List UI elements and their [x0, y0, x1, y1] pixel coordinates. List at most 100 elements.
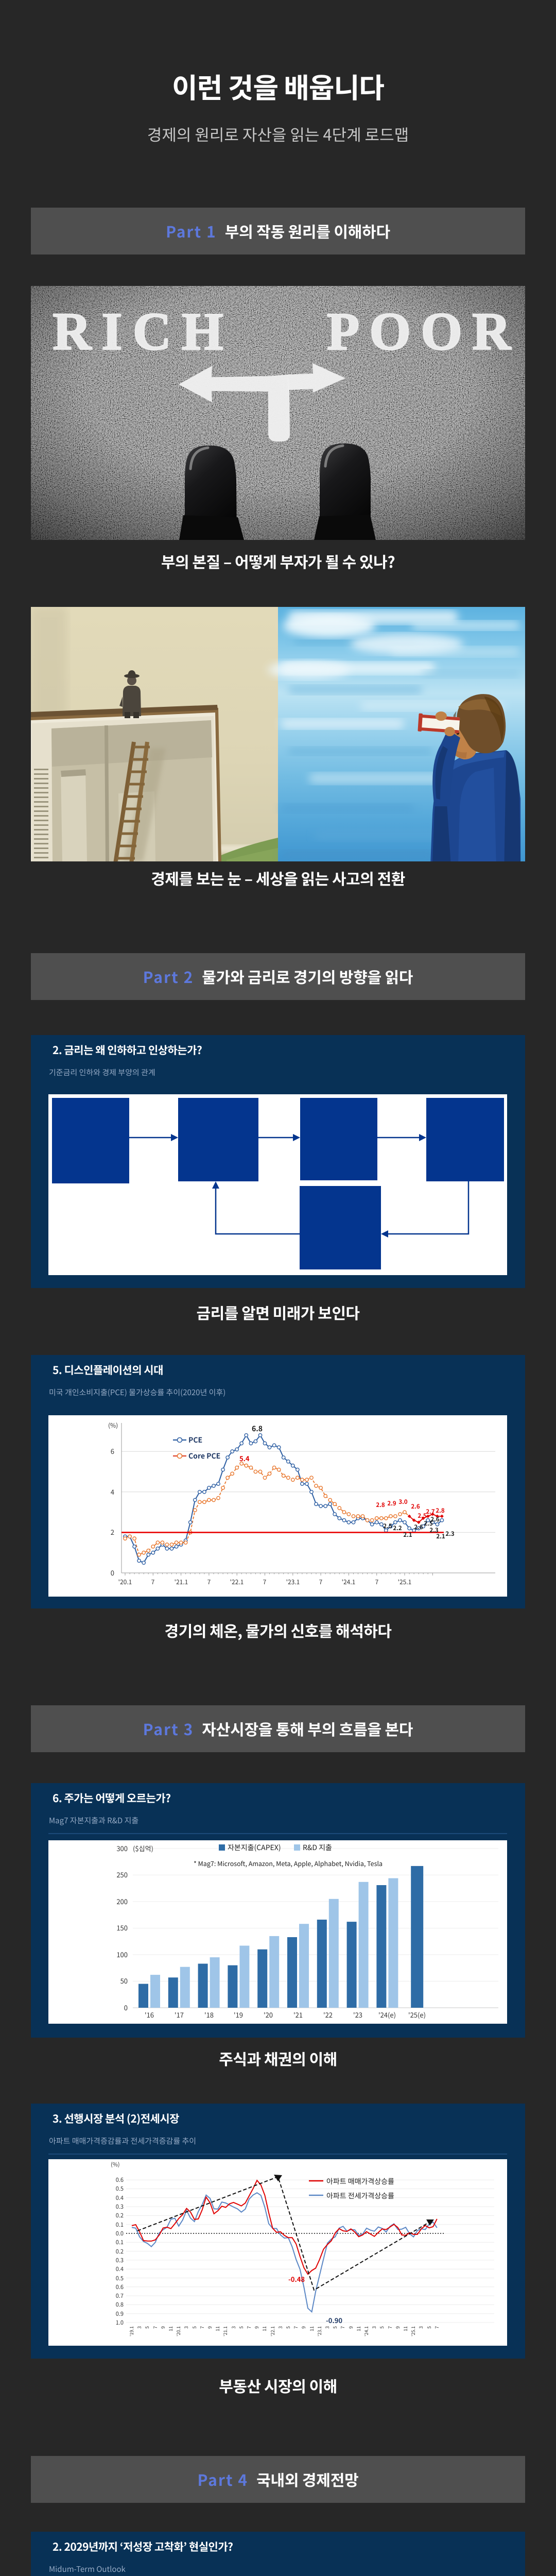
svg-text:0.3: 0.3 [116, 2202, 124, 2211]
svg-text:0.5: 0.5 [116, 2184, 124, 2193]
svg-text:5: 5 [285, 2326, 291, 2329]
svg-text:0.6: 0.6 [116, 2176, 124, 2184]
svg-text:'18: '18 [204, 2010, 214, 2020]
svg-text:5: 5 [191, 2326, 198, 2329]
svg-text:0: 0 [111, 1568, 114, 1578]
svg-text:'20.1: '20.1 [175, 2326, 182, 2336]
svg-text:2.6: 2.6 [414, 1523, 423, 1531]
svg-text:'21.1: '21.1 [222, 2326, 229, 2336]
svg-text:3: 3 [324, 2326, 331, 2329]
svg-text:0.2: 0.2 [116, 2247, 124, 2256]
svg-text:'24.1: '24.1 [363, 2326, 370, 2336]
svg-text:0.7: 0.7 [116, 2292, 124, 2300]
svg-text:0.4: 0.4 [116, 2265, 124, 2273]
svg-text:Core PCE: Core PCE [188, 1451, 220, 1461]
svg-text:9: 9 [348, 2326, 354, 2329]
svg-text:(%): (%) [111, 2160, 120, 2168]
svg-text:-0.90: -0.90 [326, 2315, 342, 2325]
svg-text:0.0: 0.0 [116, 2229, 124, 2238]
svg-text:11: 11 [167, 2326, 174, 2331]
svg-text:50: 50 [120, 1976, 128, 1986]
svg-text:11: 11 [308, 2326, 315, 2331]
svg-text:2.3: 2.3 [445, 1530, 455, 1538]
svg-text:3: 3 [230, 2326, 237, 2329]
svg-text:2.5: 2.5 [418, 1512, 427, 1520]
svg-text:'20.1: '20.1 [118, 1578, 132, 1586]
svg-text:0.8: 0.8 [116, 2300, 124, 2309]
svg-text:6: 6 [111, 1446, 114, 1456]
svg-text:2.1: 2.1 [403, 1531, 412, 1539]
svg-text:'16: '16 [145, 2010, 154, 2020]
svg-text:200: 200 [116, 1896, 128, 1906]
svg-text:9: 9 [253, 2326, 260, 2329]
svg-text:0.1: 0.1 [116, 2238, 124, 2246]
svg-text:2.7: 2.7 [426, 1507, 435, 1516]
svg-text:2.6: 2.6 [430, 1515, 440, 1523]
svg-text:'25.1: '25.1 [410, 2326, 416, 2336]
svg-text:-0.48: -0.48 [288, 2274, 305, 2284]
svg-text:2.2: 2.2 [393, 1524, 402, 1532]
svg-text:5: 5 [144, 2326, 150, 2329]
svg-text:11: 11 [402, 2326, 409, 2331]
svg-text:1.0: 1.0 [116, 2318, 124, 2327]
svg-text:11: 11 [214, 2326, 221, 2331]
svg-text:7: 7 [292, 2326, 299, 2329]
svg-text:3: 3 [371, 2326, 377, 2329]
svg-text:* Mag7: Microsoft, Amazon, Met: * Mag7: Microsoft, Amazon, Meta, Apple, … [194, 1858, 383, 1868]
svg-text:'21: '21 [293, 2010, 303, 2020]
svg-text:'24(e): '24(e) [378, 2010, 396, 2020]
svg-text:2.9: 2.9 [387, 1499, 396, 1507]
svg-text:아파트 매매가격상승률: 아파트 매매가격상승률 [326, 2176, 394, 2187]
svg-text:5: 5 [378, 2326, 385, 2329]
svg-text:'25(e): '25(e) [408, 2010, 426, 2020]
svg-text:3.0: 3.0 [398, 1498, 408, 1506]
svg-text:0.2: 0.2 [116, 2211, 124, 2219]
svg-text:7: 7 [375, 1578, 379, 1586]
svg-text:100: 100 [116, 1950, 128, 1959]
svg-text:R&D 지출: R&D 지출 [303, 1842, 332, 1853]
svg-text:아파트 전세가격상승률: 아파트 전세가격상승률 [326, 2191, 394, 2201]
svg-text:0.1: 0.1 [116, 2221, 124, 2229]
svg-text:자본지출(CAPEX): 자본지출(CAPEX) [228, 1842, 281, 1853]
svg-text:300: 300 [116, 1843, 128, 1853]
svg-text:9: 9 [300, 2326, 307, 2329]
svg-text:7: 7 [263, 1578, 267, 1586]
svg-text:7: 7 [207, 1578, 211, 1586]
svg-text:'17: '17 [175, 2010, 184, 2020]
svg-text:11: 11 [355, 2326, 362, 2331]
svg-text:7: 7 [319, 1578, 323, 1586]
svg-text:7: 7 [339, 2326, 346, 2329]
svg-text:9: 9 [394, 2326, 401, 2329]
svg-text:'19: '19 [234, 2010, 243, 2020]
svg-text:150: 150 [116, 1923, 128, 1933]
svg-text:'23: '23 [353, 2010, 362, 2020]
svg-text:7: 7 [387, 2326, 393, 2329]
svg-text:POOR: POOR [327, 302, 520, 361]
svg-text:3: 3 [183, 2326, 189, 2329]
svg-text:7: 7 [433, 2326, 440, 2329]
svg-text:3: 3 [277, 2326, 284, 2329]
svg-text:5: 5 [332, 2326, 338, 2329]
svg-text:5.4: 5.4 [239, 1453, 250, 1463]
svg-text:2.6: 2.6 [411, 1502, 420, 1511]
svg-text:4: 4 [111, 1487, 114, 1497]
svg-text:7: 7 [199, 2326, 205, 2329]
svg-text:'25.1: '25.1 [398, 1578, 412, 1586]
svg-text:PCE: PCE [188, 1435, 202, 1445]
svg-text:2: 2 [111, 1527, 114, 1537]
svg-text:0.9: 0.9 [116, 2310, 124, 2318]
svg-text:0.6: 0.6 [116, 2283, 124, 2291]
svg-text:2.1: 2.1 [436, 1532, 445, 1540]
svg-text:'24.1: '24.1 [342, 1578, 356, 1586]
svg-text:5: 5 [426, 2326, 432, 2329]
svg-text:2.3: 2.3 [429, 1526, 439, 1534]
svg-text:2.5: 2.5 [383, 1522, 392, 1530]
svg-text:7: 7 [152, 2326, 159, 2329]
svg-text:3: 3 [418, 2326, 424, 2329]
svg-text:($십억): ($십억) [133, 1843, 153, 1853]
svg-text:'22.1: '22.1 [269, 2326, 276, 2336]
svg-text:2.5: 2.5 [424, 1519, 433, 1528]
svg-text:'20: '20 [264, 2010, 273, 2020]
svg-text:9: 9 [206, 2326, 213, 2329]
svg-text:(%): (%) [108, 1421, 118, 1430]
